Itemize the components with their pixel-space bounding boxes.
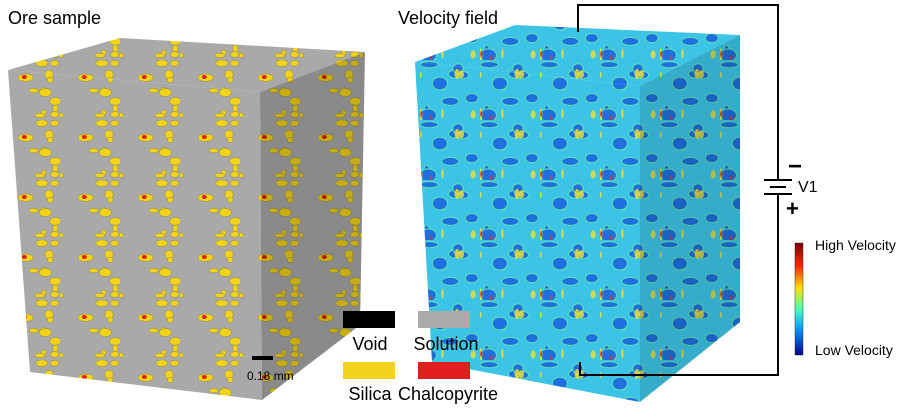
legend-label: Chalcopyrite bbox=[398, 384, 498, 404]
figure: − V1 + High Velocity Low Velocity Ore sa… bbox=[0, 0, 916, 408]
scale-label: 0.18 mm bbox=[247, 369, 294, 383]
panel-title: Ore sample bbox=[8, 8, 101, 28]
legend-label: Void bbox=[352, 334, 387, 354]
legend-swatch bbox=[418, 311, 470, 328]
legend-swatch bbox=[343, 311, 395, 328]
cube-front bbox=[8, 70, 262, 400]
plus-sign: + bbox=[786, 196, 799, 221]
panel-title: Velocity field bbox=[398, 8, 498, 28]
legend-swatch bbox=[343, 362, 395, 379]
minus-sign: − bbox=[788, 153, 802, 180]
battery-label: V1 bbox=[798, 179, 818, 196]
colorbar-high: High Velocity bbox=[815, 237, 896, 253]
legend-label: Solution bbox=[413, 334, 478, 354]
colorbar bbox=[795, 243, 803, 355]
colorbar-low: Low Velocity bbox=[815, 342, 893, 358]
legend-swatch bbox=[418, 362, 470, 379]
cube-shade bbox=[640, 35, 740, 402]
legend-label: Silica bbox=[348, 384, 392, 404]
cube-shade bbox=[260, 52, 365, 400]
